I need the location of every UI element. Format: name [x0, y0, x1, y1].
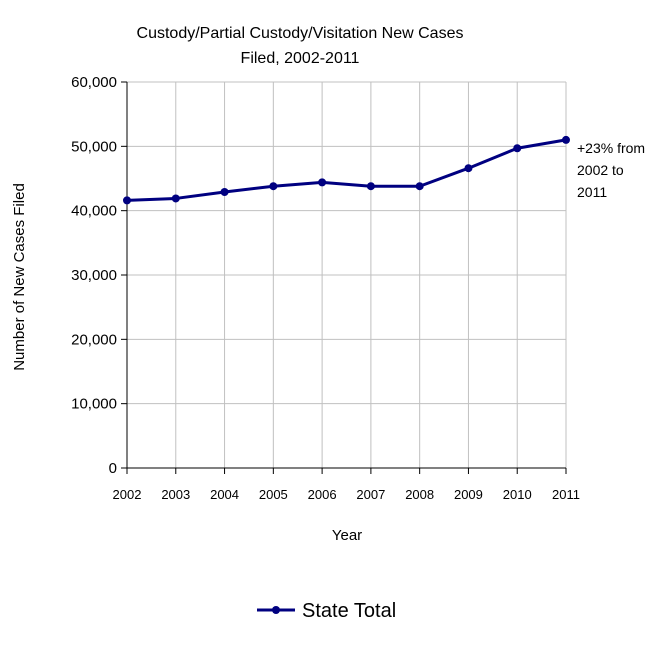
- x-tick-label: 2010: [503, 487, 532, 502]
- series-state-total: [123, 135, 570, 205]
- x-axis-title: Year: [332, 527, 362, 544]
- data-point: [464, 164, 473, 173]
- annotation: +23% from 2002 to 2011: [577, 140, 645, 200]
- chart-title-line-1: Custody/Partial Custody/Visitation New C…: [137, 25, 464, 42]
- annotation-line-1: +23% from: [577, 140, 645, 156]
- gridlines: [127, 81, 567, 468]
- chart-title: Custody/Partial Custody/Visitation New C…: [137, 25, 464, 67]
- x-tick-label: 2005: [259, 487, 288, 502]
- x-tick-label: 2008: [405, 487, 434, 502]
- series-line: [126, 138, 567, 202]
- data-point: [269, 182, 278, 191]
- data-point: [318, 178, 327, 187]
- x-tick-label: 2006: [308, 487, 337, 502]
- y-tick-label: 60,000: [71, 74, 117, 91]
- chart-title-line-2: Filed, 2002-2011: [241, 50, 360, 67]
- data-point: [562, 135, 570, 144]
- annotation-line-2: 2002 to: [577, 162, 624, 178]
- x-tick-label: 2007: [356, 487, 385, 502]
- legend-label-state-total: State Total: [302, 600, 396, 622]
- y-tick-label: 20,000: [71, 331, 117, 348]
- x-tick-label: 2011: [552, 487, 580, 502]
- y-tick-label: 40,000: [71, 203, 117, 220]
- annotation-line-3: 2011: [577, 184, 607, 200]
- y-tick-label: 50,000: [71, 138, 117, 155]
- y-tick-label: 10,000: [71, 396, 117, 413]
- data-point: [415, 182, 424, 191]
- data-point: [513, 144, 522, 153]
- y-tick-label: 0: [109, 460, 117, 477]
- axes: [121, 81, 567, 474]
- data-point: [123, 196, 131, 205]
- y-tick-labels: 0 10,000 20,000 30,000 40,000 50,000 60,000: [71, 74, 117, 477]
- data-point: [220, 188, 229, 197]
- legend: State Total: [257, 600, 396, 622]
- x-tick-label: 2004: [210, 487, 239, 502]
- y-tick-label: 30,000: [71, 267, 117, 284]
- data-point: [171, 194, 180, 203]
- legend-marker-swatch: [272, 606, 280, 614]
- data-point: [366, 182, 375, 191]
- x-tick-label: 2002: [113, 487, 142, 502]
- x-tick-label: 2009: [454, 487, 483, 502]
- x-tick-labels: 2002 2003 2004 2005 2006 2007 2008 2009 2010 2011: [113, 487, 580, 502]
- y-axis-title: Number of New Cases Filed: [11, 183, 28, 371]
- x-tick-label: 2003: [161, 487, 190, 502]
